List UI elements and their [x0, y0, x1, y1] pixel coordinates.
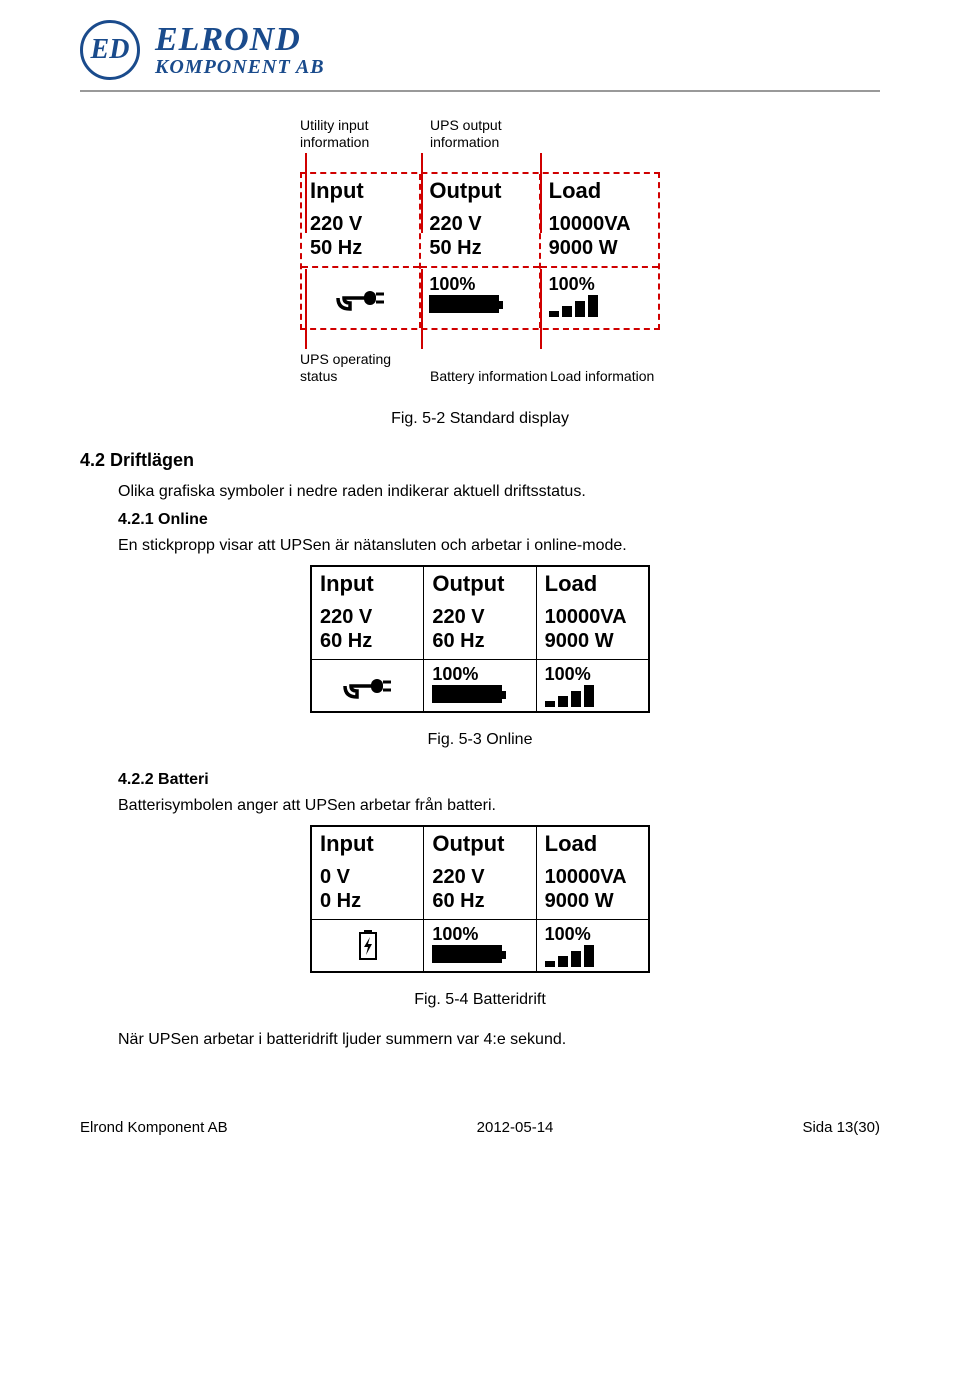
status-cell — [312, 660, 424, 711]
heading-4-2-2: 4.2.2 Batteri — [118, 771, 880, 789]
load-va: 10000VA — [545, 605, 640, 629]
page-footer: Elrond Komponent AB 2012-05-14 Sida 13(3… — [80, 1119, 880, 1136]
leader-line — [540, 153, 542, 233]
input-frequency: 60 Hz — [320, 629, 415, 653]
load-percent: 100% — [549, 274, 650, 295]
fig-5-2: Utility input information UPS output inf… — [80, 117, 880, 385]
col-header-output: Output — [421, 174, 538, 206]
col-header-load: Load — [537, 827, 648, 859]
annotation-load-info: Load information — [550, 368, 670, 385]
load-bars-icon — [549, 295, 650, 317]
heading-4-2: 4.2 Driftlägen — [80, 450, 880, 471]
input-voltage: 0 V — [320, 865, 415, 889]
input-voltage: 220 V — [310, 212, 411, 236]
plug-icon — [336, 283, 386, 313]
battery-percent: 100% — [432, 664, 527, 685]
battery-bar-icon — [432, 945, 502, 963]
battery-bar-icon — [432, 685, 502, 703]
logo-text: ELROND KOMPONENT AB — [155, 23, 325, 77]
logo-brand: ELROND — [155, 23, 325, 57]
annotation-ups-output: UPS output information — [430, 117, 540, 151]
load-bars-icon — [545, 685, 640, 707]
input-frequency: 50 Hz — [310, 236, 411, 260]
col-header-output: Output — [424, 567, 536, 599]
intro-text: Olika grafiska symboler i nedre raden in… — [118, 483, 880, 501]
battery-percent: 100% — [432, 924, 527, 945]
load-va: 10000VA — [545, 865, 640, 889]
leader-line — [305, 153, 307, 233]
load-bars-icon — [545, 945, 640, 967]
fig-5-3: Input Output Load 220 V 60 Hz 220 V 60 H… — [80, 565, 880, 713]
input-frequency: 0 Hz — [320, 889, 415, 913]
annotation-utility-input: Utility input information — [300, 117, 410, 151]
output-frequency: 60 Hz — [432, 629, 527, 653]
logo-monogram: ED — [91, 34, 130, 66]
output-voltage: 220 V — [432, 865, 527, 889]
leader-line — [421, 153, 423, 233]
load-percent: 100% — [545, 664, 640, 685]
lcd-display: Input 220 V 50 Hz Output 220 — [300, 172, 660, 330]
output-frequency: 50 Hz — [429, 236, 530, 260]
load-watt: 9000 W — [549, 236, 650, 260]
leader-line — [421, 269, 423, 349]
caption-5-4: Fig. 5-4 Batteridrift — [80, 991, 880, 1009]
note-4-2-2: När UPSen arbetar i batteridrift ljuder … — [118, 1031, 880, 1049]
leader-line — [305, 269, 307, 349]
input-voltage: 220 V — [320, 605, 415, 629]
lcd-display-online: Input Output Load 220 V 60 Hz 220 V 60 H… — [310, 565, 650, 713]
battery-bar-icon — [429, 295, 499, 313]
col-header-input: Input — [312, 567, 424, 599]
leader-line — [540, 269, 542, 349]
status-cell — [312, 920, 424, 971]
logo-subtitle: KOMPONENT AB — [155, 57, 325, 77]
load-watt: 9000 W — [545, 629, 640, 653]
footer-date: 2012-05-14 — [477, 1119, 554, 1136]
col-header-output: Output — [424, 827, 536, 859]
col-header-input: Input — [312, 827, 424, 859]
annotation-operating-status: UPS operating status — [300, 351, 420, 385]
footer-company: Elrond Komponent AB — [80, 1119, 228, 1136]
output-frequency: 60 Hz — [432, 889, 527, 913]
load-watt: 9000 W — [545, 889, 640, 913]
page-header: ED ELROND KOMPONENT AB — [80, 20, 880, 92]
col-header-load: Load — [541, 174, 658, 206]
logo-mark: ED — [80, 20, 140, 80]
output-voltage: 220 V — [429, 212, 530, 236]
heading-4-2-1: 4.2.1 Online — [118, 511, 880, 529]
load-va: 10000VA — [549, 212, 650, 236]
status-cell — [302, 268, 419, 328]
caption-5-3: Fig. 5-3 Online — [80, 731, 880, 749]
text-4-2-1: En stickpropp visar att UPSen är nätansl… — [118, 537, 880, 555]
output-voltage: 220 V — [432, 605, 527, 629]
fig-5-4: Input Output Load 0 V 0 Hz 220 V 60 Hz 1… — [80, 825, 880, 973]
battery-lightning-icon — [351, 929, 385, 963]
load-percent: 100% — [545, 924, 640, 945]
footer-page: Sida 13(30) — [802, 1119, 880, 1136]
plug-icon — [343, 671, 393, 701]
caption-5-2: Fig. 5-2 Standard display — [80, 410, 880, 428]
battery-percent: 100% — [429, 274, 530, 295]
text-4-2-2: Batterisymbolen anger att UPSen arbetar … — [118, 797, 880, 815]
col-header-load: Load — [537, 567, 648, 599]
annotation-battery-info: Battery information — [430, 368, 550, 385]
lcd-display-battery: Input Output Load 0 V 0 Hz 220 V 60 Hz 1… — [310, 825, 650, 973]
col-header-input: Input — [302, 174, 419, 206]
